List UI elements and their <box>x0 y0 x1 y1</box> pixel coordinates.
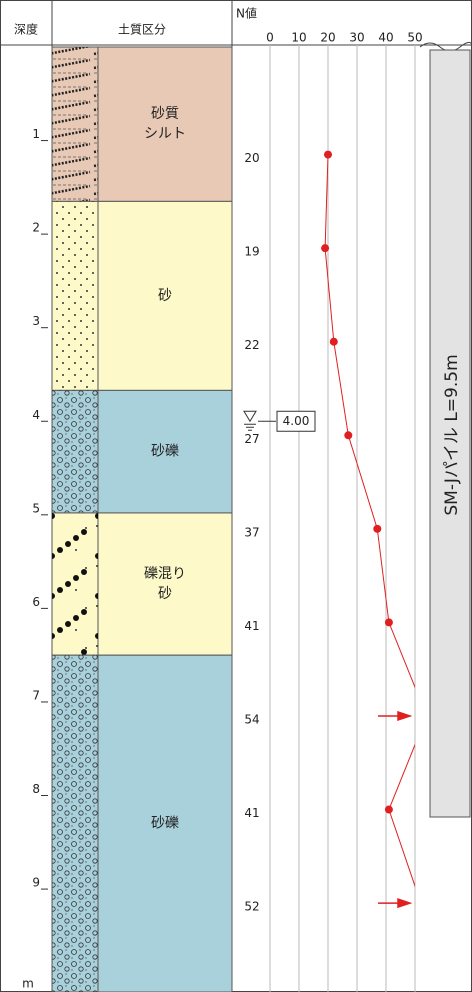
n-point <box>329 337 338 346</box>
soil-band <box>97 512 233 656</box>
depth-label: 9 <box>32 876 40 890</box>
depth-label: 1 <box>32 127 40 141</box>
n-value-label: 22 <box>244 338 259 352</box>
water-box <box>276 410 316 432</box>
header-soil: 土質区分 <box>118 22 166 37</box>
soil-hatch <box>52 47 98 202</box>
n-point <box>344 431 353 440</box>
n-over-arrow <box>378 710 413 722</box>
n-value-label: 37 <box>244 525 259 539</box>
soil-hatch <box>52 512 98 656</box>
soil-hatch <box>52 201 98 391</box>
soil-name: 礫混り <box>144 566 186 582</box>
header-depth: 深度 <box>14 22 38 37</box>
water-symbol <box>243 410 257 431</box>
water-label: 4.00 <box>283 414 310 428</box>
soil-hatch <box>52 655 98 992</box>
n-value-label: 20 <box>244 151 259 165</box>
n-value-label: 41 <box>244 619 259 633</box>
pile <box>429 49 471 818</box>
n-value-label: 41 <box>244 806 259 820</box>
n-tick-label: 10 <box>291 31 306 45</box>
soil-name: 砂 <box>158 586 172 602</box>
n-tick-label: 50 <box>407 31 422 45</box>
n-over-arrow <box>378 898 413 909</box>
soil-name: 砂礫 <box>151 444 179 460</box>
n-tick-label: 40 <box>378 31 393 45</box>
n-point <box>373 524 382 533</box>
depth-label: 7 <box>32 688 40 702</box>
depth-label: 3 <box>32 314 40 328</box>
soil-band <box>97 654 233 992</box>
depth-label: 4 <box>32 408 40 422</box>
soil-name: シルト <box>144 126 186 142</box>
n-tick-label: 30 <box>349 31 364 45</box>
depth-label: 6 <box>32 595 40 609</box>
n-point <box>321 244 330 253</box>
soil-name: 砂質 <box>151 106 179 122</box>
n-point <box>324 150 332 159</box>
n-tick-label: 0 <box>266 31 274 45</box>
n-point <box>384 618 393 627</box>
depth-unit: m <box>22 977 34 991</box>
depth-label: 2 <box>32 221 40 235</box>
soil-hatch <box>52 390 98 513</box>
n-tick-label: 20 <box>320 31 335 45</box>
soil-band <box>97 200 233 391</box>
n-value-label: 54 <box>244 712 259 726</box>
soil-name: 砂 <box>158 288 172 304</box>
depth-label: 8 <box>32 782 40 796</box>
n-value-label: 52 <box>244 900 259 914</box>
n-value-label: 27 <box>244 432 259 446</box>
n-value-label: 19 <box>244 245 259 259</box>
n-point <box>384 805 393 814</box>
header-n: N値 <box>236 6 257 21</box>
depth-label: 5 <box>32 501 40 515</box>
pile-label: SM-Jパイル L=9.5m <box>442 354 462 515</box>
soil-name: 砂礫 <box>151 816 179 832</box>
soil-band <box>97 46 233 202</box>
